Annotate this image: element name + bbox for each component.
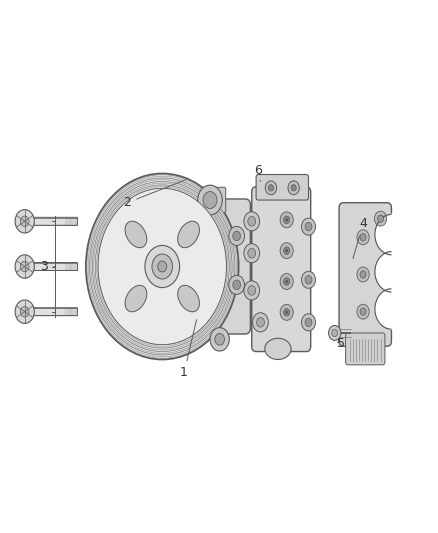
FancyBboxPatch shape bbox=[33, 308, 78, 316]
FancyBboxPatch shape bbox=[346, 333, 385, 365]
Circle shape bbox=[286, 311, 288, 314]
Circle shape bbox=[257, 318, 265, 327]
Circle shape bbox=[284, 278, 290, 285]
Ellipse shape bbox=[178, 285, 199, 312]
Circle shape bbox=[88, 176, 237, 357]
Circle shape bbox=[233, 280, 240, 289]
Circle shape bbox=[286, 280, 288, 283]
Circle shape bbox=[265, 181, 277, 195]
FancyBboxPatch shape bbox=[33, 217, 78, 225]
Circle shape bbox=[305, 222, 312, 231]
Circle shape bbox=[92, 181, 232, 352]
Circle shape bbox=[280, 304, 293, 320]
Polygon shape bbox=[375, 213, 405, 256]
Circle shape bbox=[229, 227, 244, 246]
Ellipse shape bbox=[265, 338, 291, 360]
Circle shape bbox=[280, 212, 293, 228]
Circle shape bbox=[357, 230, 369, 245]
FancyBboxPatch shape bbox=[33, 263, 78, 270]
FancyBboxPatch shape bbox=[252, 187, 311, 352]
Circle shape bbox=[158, 261, 167, 272]
Circle shape bbox=[268, 184, 274, 191]
Circle shape bbox=[378, 215, 384, 222]
Circle shape bbox=[21, 216, 29, 227]
Circle shape bbox=[332, 329, 338, 337]
Circle shape bbox=[152, 254, 173, 279]
Ellipse shape bbox=[125, 221, 147, 248]
Circle shape bbox=[357, 267, 369, 282]
Text: 6: 6 bbox=[254, 164, 262, 181]
Circle shape bbox=[21, 261, 29, 272]
FancyBboxPatch shape bbox=[339, 203, 392, 346]
Circle shape bbox=[98, 188, 226, 345]
Circle shape bbox=[210, 328, 229, 351]
Ellipse shape bbox=[178, 221, 199, 248]
Circle shape bbox=[253, 313, 268, 332]
Circle shape bbox=[198, 185, 222, 215]
Circle shape bbox=[248, 216, 256, 226]
Circle shape bbox=[286, 218, 288, 221]
Text: 2: 2 bbox=[124, 180, 186, 209]
Circle shape bbox=[244, 212, 260, 231]
Circle shape bbox=[233, 231, 240, 241]
Text: 5: 5 bbox=[337, 337, 345, 350]
Circle shape bbox=[360, 308, 366, 316]
Circle shape bbox=[244, 244, 260, 263]
Circle shape bbox=[15, 300, 34, 324]
Circle shape bbox=[248, 248, 256, 258]
Circle shape bbox=[87, 174, 238, 359]
Circle shape bbox=[98, 188, 226, 345]
Circle shape bbox=[280, 273, 293, 289]
Polygon shape bbox=[375, 288, 405, 330]
Circle shape bbox=[203, 191, 217, 208]
FancyBboxPatch shape bbox=[194, 187, 226, 213]
Circle shape bbox=[97, 187, 228, 346]
Polygon shape bbox=[375, 251, 405, 293]
Circle shape bbox=[244, 281, 260, 300]
Circle shape bbox=[301, 271, 315, 288]
Circle shape bbox=[286, 249, 288, 252]
Text: 3: 3 bbox=[40, 260, 55, 273]
Circle shape bbox=[280, 243, 293, 259]
Circle shape bbox=[145, 245, 180, 288]
Circle shape bbox=[89, 178, 235, 355]
Circle shape bbox=[360, 233, 366, 241]
Text: 4: 4 bbox=[353, 217, 367, 259]
Circle shape bbox=[360, 271, 366, 278]
Circle shape bbox=[284, 247, 290, 254]
Circle shape bbox=[301, 218, 315, 235]
Circle shape bbox=[95, 185, 229, 348]
Circle shape bbox=[305, 318, 312, 327]
Circle shape bbox=[357, 304, 369, 319]
FancyBboxPatch shape bbox=[256, 174, 308, 200]
Circle shape bbox=[15, 209, 34, 233]
FancyBboxPatch shape bbox=[183, 199, 251, 334]
Circle shape bbox=[305, 276, 312, 284]
Circle shape bbox=[284, 216, 290, 223]
Circle shape bbox=[328, 326, 341, 341]
Circle shape bbox=[86, 173, 239, 360]
Circle shape bbox=[15, 255, 34, 278]
Circle shape bbox=[215, 334, 224, 345]
Circle shape bbox=[284, 309, 290, 316]
Circle shape bbox=[248, 286, 256, 295]
Circle shape bbox=[94, 183, 231, 350]
Ellipse shape bbox=[125, 285, 147, 312]
Text: 1: 1 bbox=[180, 320, 197, 379]
Circle shape bbox=[301, 314, 315, 331]
Circle shape bbox=[21, 306, 29, 317]
Circle shape bbox=[374, 211, 387, 226]
Circle shape bbox=[291, 184, 296, 191]
Circle shape bbox=[288, 181, 299, 195]
Circle shape bbox=[229, 275, 244, 294]
Circle shape bbox=[91, 180, 233, 353]
